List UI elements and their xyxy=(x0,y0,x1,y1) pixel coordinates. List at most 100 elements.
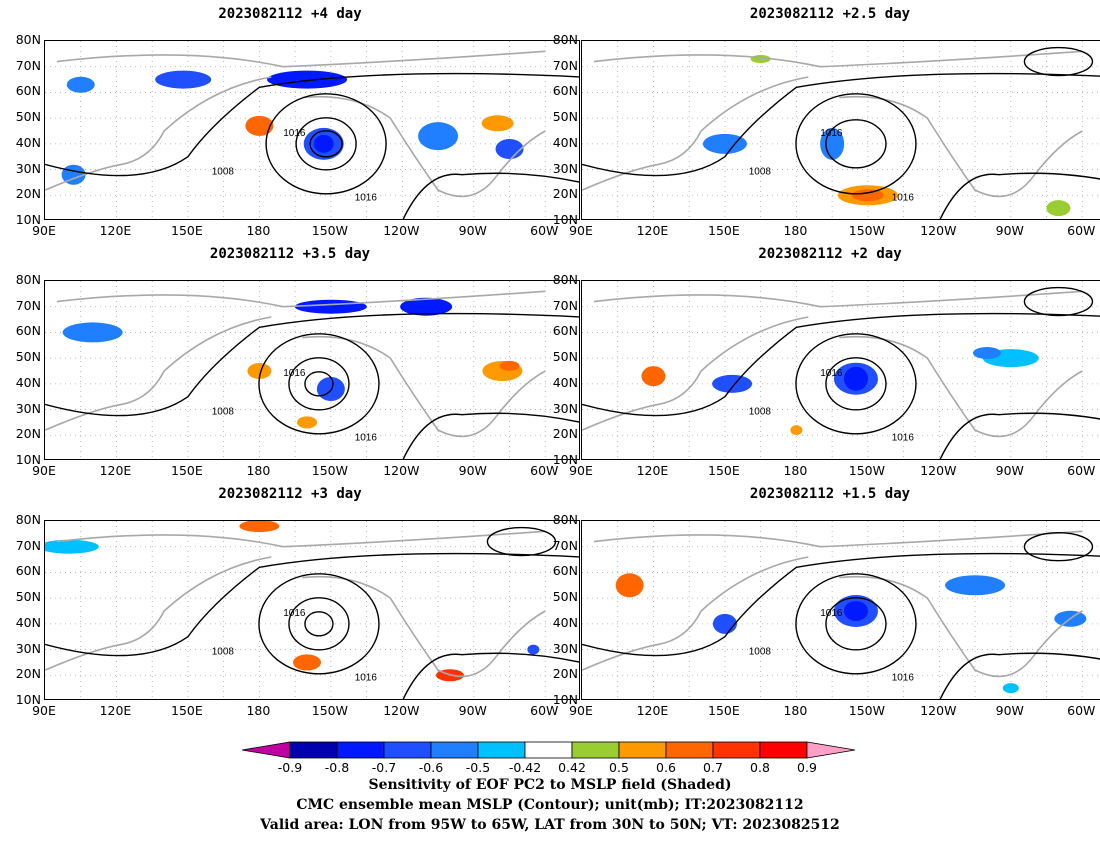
colorbar-tick-label: -0.5 xyxy=(465,760,491,775)
colorbar-segment xyxy=(571,741,620,759)
y-tick-label: 10N xyxy=(15,452,41,467)
colorbar-tick-label: 0.9 xyxy=(797,760,817,775)
x-tick-label: 60W xyxy=(530,223,559,238)
x-tick-label: 90E xyxy=(32,223,56,238)
x-tick-label: 120W xyxy=(920,703,957,718)
colorbar-segment xyxy=(383,741,432,759)
panel-title-4: 2023082112 +2 day xyxy=(758,246,902,262)
coastline xyxy=(582,316,809,431)
mslp-contour xyxy=(402,412,579,459)
y-tick-label: 30N xyxy=(15,400,41,416)
x-tick-label: 120E xyxy=(636,223,669,238)
mslp-contour xyxy=(402,652,579,699)
mslp-contour xyxy=(825,119,887,169)
mslp-contour xyxy=(309,130,343,158)
y-tick-label: 80N xyxy=(15,512,41,527)
x-tick-label: 90E xyxy=(569,223,593,238)
mslp-contour xyxy=(265,93,387,195)
x-tick-label: 150E xyxy=(708,703,740,718)
y-tick-label: 70N xyxy=(552,57,578,73)
colorbar-tick-label: -0.6 xyxy=(418,760,444,775)
y-tick-label: 60N xyxy=(552,323,578,339)
y-tick-label: 20N xyxy=(552,666,578,682)
y-tick-label: 20N xyxy=(15,666,41,682)
mslp-contour xyxy=(45,312,579,417)
sensitivity-region xyxy=(62,322,123,343)
mslp-contour xyxy=(295,117,357,171)
map-panel-2: 1008 1016 1016 xyxy=(581,40,1100,220)
panel-title-5: 2023082112 +3 day xyxy=(218,486,362,502)
x-tick-label: 90W xyxy=(995,463,1024,478)
y-tick-label: 40N xyxy=(15,374,41,390)
x-tick-label: 90E xyxy=(569,463,593,478)
x-tick-label: 90W xyxy=(458,463,487,478)
mslp-contour xyxy=(939,652,1100,699)
contour-label: 1016 xyxy=(355,192,378,203)
contour-label: 1008 xyxy=(749,167,772,178)
mslp-contour xyxy=(258,333,380,435)
sensitivity-region xyxy=(313,134,334,153)
mslp-contour xyxy=(288,597,350,651)
x-tick-label: 150W xyxy=(848,703,885,718)
sensitivity-region xyxy=(239,521,280,533)
mslp-contour xyxy=(304,371,334,397)
y-tick-label: 50N xyxy=(15,349,41,365)
colorbar-end-low xyxy=(242,741,291,759)
contour-label: 1008 xyxy=(212,407,235,418)
y-tick-label: 30N xyxy=(15,640,41,656)
sensitivity-region xyxy=(1046,200,1071,217)
y-tick-label: 10N xyxy=(15,212,41,227)
coastline xyxy=(839,95,1083,198)
y-tick-label: 40N xyxy=(552,134,578,150)
map-panel-3: 1008 1016 1016 xyxy=(44,280,580,460)
y-tick-label: 60N xyxy=(15,323,41,339)
coastline xyxy=(593,290,1083,308)
colorbar-tick-label: 0.8 xyxy=(750,760,770,775)
contour-label: 1016 xyxy=(820,128,843,139)
x-tick-label: 180 xyxy=(783,223,808,238)
y-tick-label: 50N xyxy=(15,109,41,125)
sensitivity-region xyxy=(247,363,272,379)
map-panel-6: 1008 1016 1016 xyxy=(581,520,1100,700)
x-tick-label: 90W xyxy=(458,703,487,718)
y-tick-label: 70N xyxy=(15,297,41,313)
x-tick-label: 150W xyxy=(311,223,348,238)
colorbar-tick-label: -0.42 xyxy=(508,760,542,775)
contour-label: 1016 xyxy=(892,672,915,683)
x-tick-label: 120E xyxy=(636,463,669,478)
sensitivity-region xyxy=(45,539,99,554)
x-tick-label: 180 xyxy=(783,703,808,718)
coastline xyxy=(45,556,272,671)
colorbar-tick-label: 0.7 xyxy=(703,760,723,775)
colorbar-segment xyxy=(336,741,385,759)
sensitivity-region xyxy=(155,70,212,89)
y-tick-label: 20N xyxy=(552,186,578,202)
coastline xyxy=(839,575,1083,678)
colorbar-end-high xyxy=(806,741,856,759)
mslp-contour xyxy=(795,573,917,675)
contour-label: 1016 xyxy=(892,432,915,443)
x-tick-label: 150E xyxy=(171,223,203,238)
y-tick-label: 60N xyxy=(552,83,578,99)
coastline xyxy=(593,530,1083,548)
x-tick-label: 90E xyxy=(569,703,593,718)
colorbar-segment xyxy=(430,741,479,759)
contour-label: 1016 xyxy=(283,608,306,619)
y-tick-label: 70N xyxy=(552,297,578,313)
sensitivity-region xyxy=(499,360,520,371)
x-tick-label: 120W xyxy=(920,223,957,238)
coastline xyxy=(56,290,546,308)
coastline xyxy=(593,50,1083,68)
sensitivity-region xyxy=(294,299,367,314)
x-tick-label: 180 xyxy=(246,223,271,238)
x-tick-label: 120W xyxy=(920,463,957,478)
contour-label: 1016 xyxy=(283,128,306,139)
colorbar-segment xyxy=(665,741,714,759)
contour-label: 1008 xyxy=(212,167,235,178)
y-tick-label: 70N xyxy=(15,537,41,553)
y-tick-label: 20N xyxy=(15,186,41,202)
coastline xyxy=(302,335,546,438)
y-tick-label: 60N xyxy=(15,83,41,99)
sensitivity-region xyxy=(418,122,459,151)
coastline xyxy=(582,76,809,191)
